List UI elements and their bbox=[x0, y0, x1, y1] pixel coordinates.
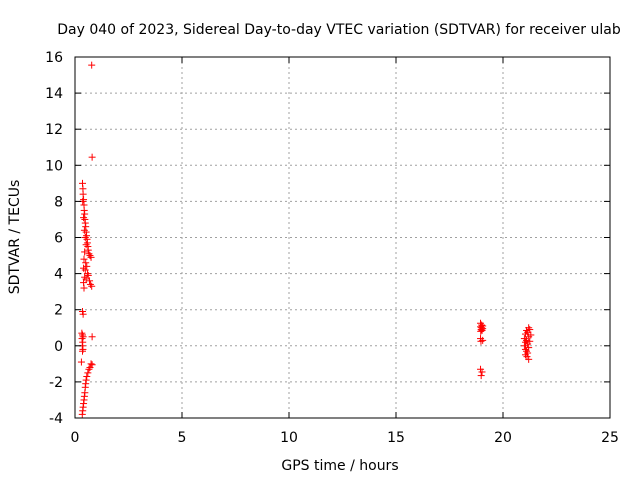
data-point bbox=[525, 344, 533, 352]
data-point bbox=[88, 61, 96, 69]
x-tick-label: 25 bbox=[601, 430, 619, 446]
data-point bbox=[88, 282, 96, 290]
data-point bbox=[477, 327, 485, 335]
data-point bbox=[478, 368, 486, 376]
data-point bbox=[78, 410, 86, 418]
data-point bbox=[81, 248, 89, 256]
x-tick-label: 5 bbox=[178, 430, 187, 446]
grid-lines bbox=[75, 57, 610, 418]
data-point bbox=[85, 365, 93, 373]
data-point bbox=[85, 250, 93, 258]
data-point bbox=[80, 226, 88, 234]
data-point bbox=[77, 358, 85, 366]
y-tick-label: 12 bbox=[45, 122, 63, 138]
y-axis-title: SDTVAR / TECUs bbox=[7, 180, 23, 295]
data-point bbox=[84, 246, 92, 254]
y-tick-label: 6 bbox=[54, 231, 63, 247]
data-point bbox=[523, 336, 531, 344]
data-point bbox=[83, 270, 91, 278]
y-tick-label: 0 bbox=[54, 339, 63, 355]
data-point bbox=[80, 255, 88, 263]
data-point bbox=[477, 372, 485, 380]
data-point bbox=[86, 252, 94, 260]
data-point bbox=[523, 326, 531, 334]
y-tick-label: 14 bbox=[45, 86, 63, 102]
data-point bbox=[80, 264, 88, 272]
data-point bbox=[525, 333, 533, 341]
axis-ticks: 0 5 10 15 20 25 -4 -2 0 2 4 6 8 10 12 14 16 bbox=[45, 50, 619, 446]
data-point bbox=[88, 153, 96, 161]
x-tick-label: 15 bbox=[387, 430, 405, 446]
data-point bbox=[82, 259, 90, 267]
data-points bbox=[77, 61, 535, 418]
data-point bbox=[81, 266, 89, 274]
data-point bbox=[78, 347, 86, 355]
data-point bbox=[478, 326, 486, 334]
data-point bbox=[80, 214, 88, 222]
data-point bbox=[86, 277, 94, 285]
data-point bbox=[86, 363, 94, 371]
x-tick-label: 10 bbox=[280, 430, 298, 446]
data-point bbox=[81, 273, 89, 281]
y-tick-label: 8 bbox=[54, 194, 63, 210]
data-point bbox=[87, 360, 95, 368]
x-tick-label: 0 bbox=[71, 430, 80, 446]
data-point bbox=[521, 351, 529, 359]
data-point bbox=[80, 284, 88, 292]
chart-title: Day 040 of 2023, Sidereal Day-to-day VTE… bbox=[57, 22, 621, 38]
data-point bbox=[82, 275, 90, 283]
data-point bbox=[88, 333, 96, 341]
data-point bbox=[87, 253, 95, 261]
data-point bbox=[525, 355, 533, 363]
data-point bbox=[79, 310, 87, 318]
y-tick-label: 2 bbox=[54, 303, 63, 319]
data-point bbox=[477, 337, 485, 345]
data-point bbox=[84, 271, 92, 279]
data-point bbox=[83, 372, 91, 380]
data-point bbox=[82, 241, 90, 249]
data-point bbox=[479, 336, 487, 344]
data-point bbox=[524, 340, 532, 348]
y-tick-label: -2 bbox=[49, 375, 63, 391]
y-tick-label: -4 bbox=[49, 411, 63, 427]
data-point bbox=[81, 234, 89, 241]
data-point bbox=[520, 342, 528, 350]
data-point bbox=[84, 369, 92, 377]
data-point bbox=[78, 335, 86, 343]
x-axis-title: GPS time / hours bbox=[281, 458, 398, 474]
data-point bbox=[83, 262, 91, 270]
y-tick-label: 16 bbox=[45, 50, 63, 66]
y-tick-label: 10 bbox=[45, 158, 63, 174]
x-tick-label: 20 bbox=[494, 430, 512, 446]
y-tick-label: 4 bbox=[54, 267, 63, 283]
data-point bbox=[86, 280, 94, 288]
